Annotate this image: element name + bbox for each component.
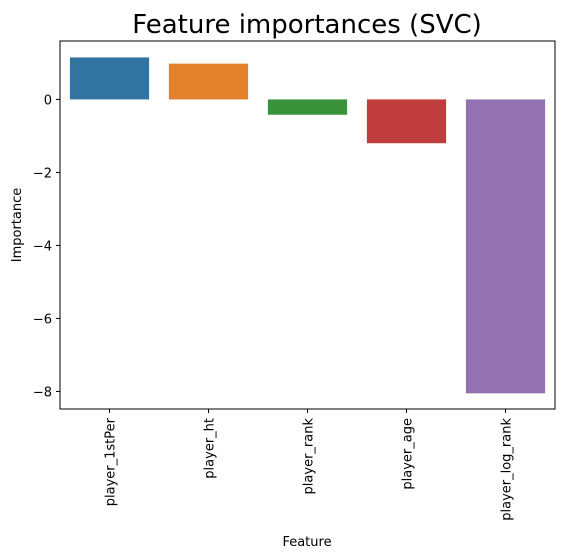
- x-axis-ticks: player_1stPer player_ht player_rank player_…: [104, 409, 515, 521]
- y-tick-label: −6: [33, 312, 52, 327]
- y-tick-label: 0: [44, 93, 52, 108]
- x-tick-label: player_age: [401, 418, 416, 490]
- y-tick-label: −4: [33, 239, 52, 254]
- y-axis-label: Importance: [10, 188, 25, 263]
- chart-title: Feature importances (SVC): [132, 10, 482, 40]
- x-tick-label: player_rank: [302, 418, 317, 495]
- bar-player_log_rank: [465, 99, 546, 394]
- x-tick-label: player_1stPer: [104, 417, 119, 506]
- y-tick-label: −8: [33, 385, 52, 400]
- x-tick-label: player_ht: [203, 418, 218, 479]
- y-axis-ticks: 0 −2 −4 −6 −8: [33, 93, 60, 400]
- x-axis-label: Feature: [282, 535, 331, 550]
- bars-group: [69, 57, 546, 394]
- bar-player_age: [366, 99, 447, 144]
- bar-player_1stPer: [69, 57, 150, 100]
- bar-player_rank: [267, 99, 348, 115]
- plot-frame: [59, 40, 556, 410]
- bar-player_ht: [168, 63, 249, 100]
- x-tick-label: player_log_rank: [500, 418, 515, 521]
- y-tick-label: −2: [33, 166, 52, 181]
